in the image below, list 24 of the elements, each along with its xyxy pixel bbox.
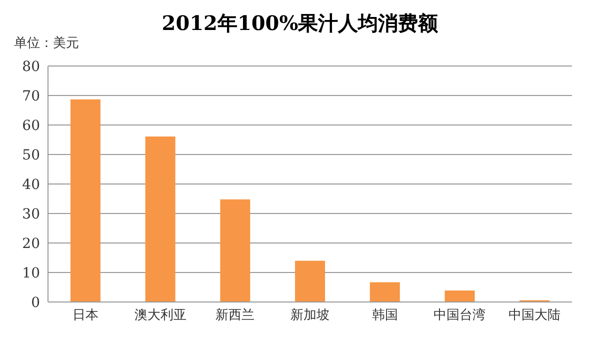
bar (70, 99, 100, 302)
bar (295, 260, 326, 302)
y-tick-label: 20 (22, 236, 40, 252)
text: 单位：美元 (14, 35, 79, 52)
y-tick-label: 10 (22, 265, 40, 282)
x-tick-label: 澳大利亚 (134, 308, 186, 324)
y-tick-label: 0 (31, 294, 40, 311)
y-tick-label: 40 (22, 176, 40, 193)
x-tick-label: 中国大陆 (508, 308, 561, 324)
x-tick-label: 日本 (72, 308, 98, 324)
y-tick-label: 80 (22, 58, 40, 75)
chart-title: 2012年100%果汁人均消费额 (160, 10, 440, 37)
y-tick-label: 70 (22, 88, 40, 104)
x-tick-label: 新加坡 (290, 308, 330, 324)
bar (444, 290, 475, 302)
bar (220, 199, 250, 302)
y-tick-label: 60 (22, 118, 40, 134)
y-tick-label: 30 (22, 206, 40, 222)
x-tick-label: 新西兰 (216, 308, 255, 324)
x-tick-label: 中国台湾 (434, 307, 486, 324)
x-tick-label: 韩国 (372, 308, 398, 324)
bar (370, 282, 400, 302)
bar (145, 136, 176, 302)
y-tick-label: 50 (22, 147, 40, 164)
